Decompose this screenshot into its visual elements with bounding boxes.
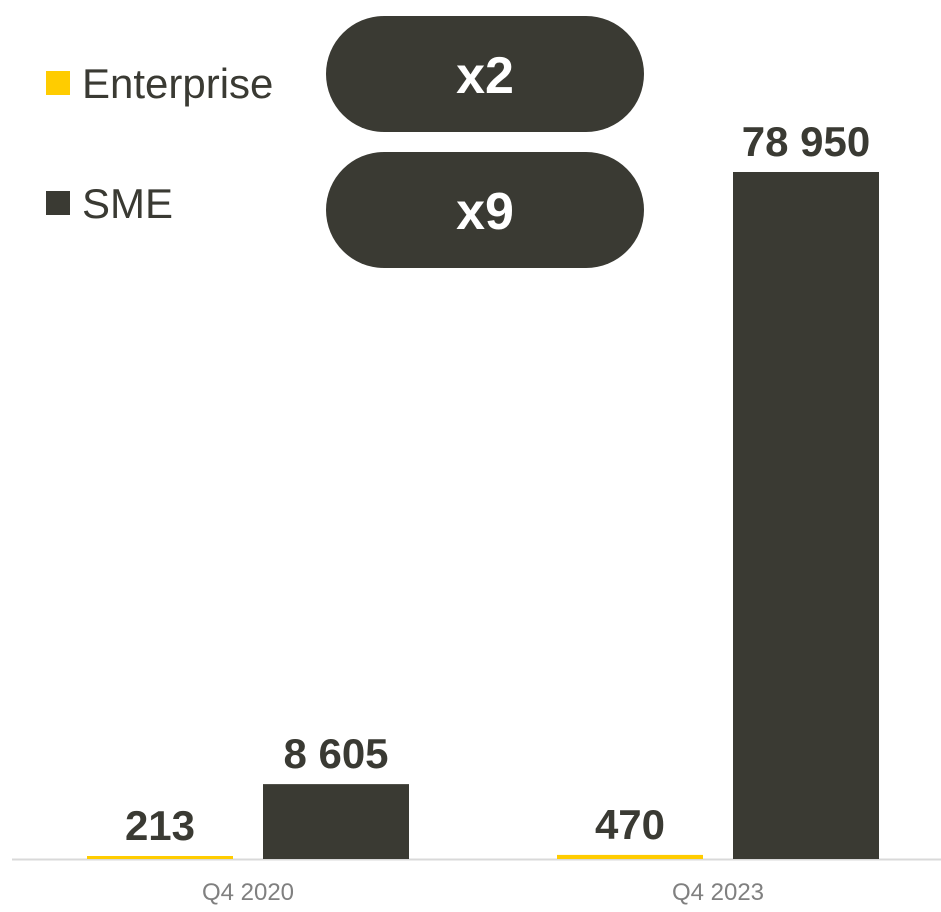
legend-swatch-sme <box>46 191 70 215</box>
bar-sme-0 <box>263 784 409 859</box>
data-label-sme-0: 8 605 <box>283 730 388 777</box>
growth-label-0: x2 <box>456 47 514 105</box>
data-label-sme-1: 78 950 <box>742 118 870 165</box>
bar-sme-1 <box>733 172 879 859</box>
data-label-enterprise-1: 470 <box>595 801 665 848</box>
growth-pill-1 <box>326 152 644 268</box>
growth-pill-0 <box>326 16 644 132</box>
legend-label-enterprise: Enterprise <box>82 60 273 107</box>
tick-label-1: Q4 2023 <box>672 879 764 906</box>
growth-label-1: x9 <box>456 183 514 241</box>
data-label-enterprise-0: 213 <box>125 802 195 849</box>
bar-enterprise-1 <box>557 854 703 859</box>
bar-enterprise-0 <box>87 856 233 859</box>
legend-swatch-enterprise <box>46 71 70 95</box>
legend-label-sme: SME <box>82 180 173 227</box>
tick-label-0: Q4 2020 <box>202 879 294 906</box>
